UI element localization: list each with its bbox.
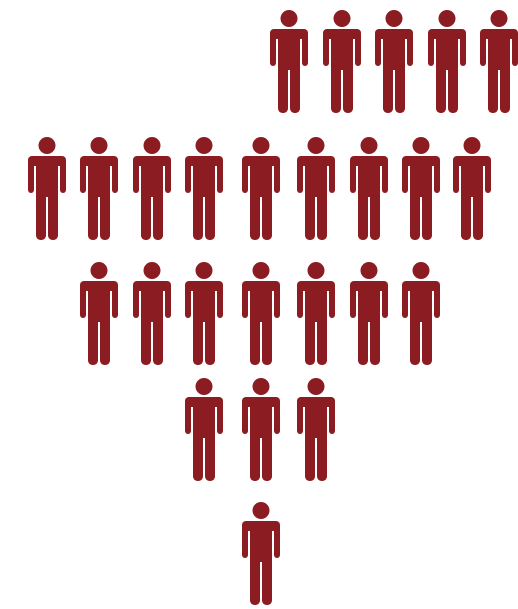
person-icon <box>80 137 118 240</box>
person-icon <box>185 262 223 365</box>
person-icon <box>402 262 440 365</box>
person-icon <box>402 137 440 240</box>
person-icon <box>297 262 335 365</box>
person-icon <box>323 10 361 113</box>
person-icon <box>428 10 466 113</box>
person-icon <box>480 10 518 113</box>
person-icon <box>297 137 335 240</box>
person-icon <box>375 10 413 113</box>
person-icon <box>242 137 280 240</box>
person-icon-grid <box>28 10 518 605</box>
person-icon <box>133 137 171 240</box>
person-icon <box>297 378 335 481</box>
person-icon <box>242 378 280 481</box>
person-icon <box>28 137 66 240</box>
person-icon <box>133 262 171 365</box>
person-icon <box>185 378 223 481</box>
person-icon <box>185 137 223 240</box>
person-icon <box>270 10 308 113</box>
person-icon <box>350 262 388 365</box>
person-icon <box>242 502 280 605</box>
person-icon <box>80 262 118 365</box>
person-icon <box>350 137 388 240</box>
person-icon <box>242 262 280 365</box>
person-icon <box>453 137 491 240</box>
